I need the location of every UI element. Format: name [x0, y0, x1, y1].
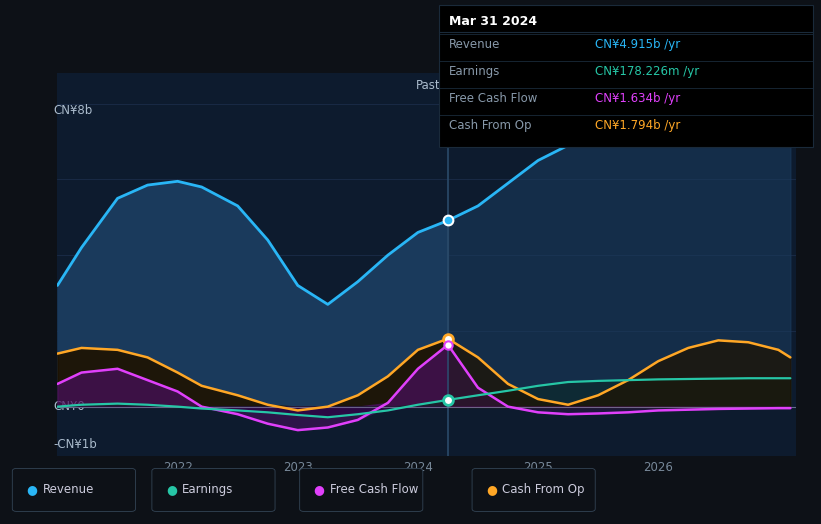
Text: ●: ●	[26, 484, 37, 496]
Text: Earnings: Earnings	[449, 65, 501, 78]
Text: ●: ●	[486, 484, 497, 496]
Text: Past: Past	[416, 79, 441, 92]
Text: Revenue: Revenue	[43, 484, 94, 496]
Text: ●: ●	[314, 484, 324, 496]
Text: Free Cash Flow: Free Cash Flow	[449, 92, 538, 105]
Text: CN¥1.794b /yr: CN¥1.794b /yr	[595, 119, 681, 132]
Text: CN¥8b: CN¥8b	[54, 104, 93, 117]
Text: CN¥0: CN¥0	[54, 400, 85, 413]
Bar	[57, 73, 448, 456]
Text: CN¥178.226m /yr: CN¥178.226m /yr	[595, 65, 699, 78]
Text: Free Cash Flow: Free Cash Flow	[330, 484, 419, 496]
Text: CN¥1.634b /yr: CN¥1.634b /yr	[595, 92, 681, 105]
Text: Cash From Op: Cash From Op	[502, 484, 585, 496]
Text: Analysts Forecasts: Analysts Forecasts	[456, 79, 565, 92]
Text: Revenue: Revenue	[449, 38, 501, 51]
Text: Cash From Op: Cash From Op	[449, 119, 531, 132]
Text: CN¥4.915b /yr: CN¥4.915b /yr	[595, 38, 681, 51]
Text: -CN¥1b: -CN¥1b	[54, 438, 98, 451]
Text: Mar 31 2024: Mar 31 2024	[449, 15, 537, 28]
Text: Earnings: Earnings	[182, 484, 234, 496]
Text: ●: ●	[166, 484, 177, 496]
